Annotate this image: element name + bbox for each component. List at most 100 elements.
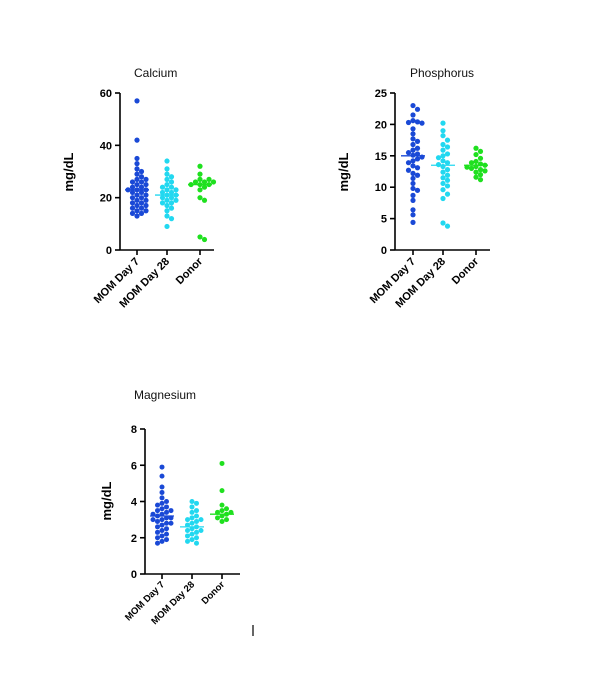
data-point	[159, 528, 165, 533]
data-point	[197, 171, 203, 177]
data-point	[164, 499, 169, 504]
data-point	[143, 176, 149, 182]
data-point	[444, 167, 451, 173]
data-point	[164, 171, 170, 177]
data-point	[155, 502, 160, 508]
data-point	[444, 177, 451, 183]
x-tick-label: Donor	[200, 579, 228, 607]
y-tick-label: 15	[375, 151, 387, 163]
data-point	[410, 207, 416, 213]
data-point	[164, 181, 170, 188]
data-point	[215, 515, 220, 521]
data-point	[129, 189, 136, 196]
data-point	[189, 499, 195, 504]
data-point	[198, 528, 204, 533]
data-point	[189, 531, 195, 537]
y-tick-label: 60	[100, 88, 112, 100]
data-point	[440, 169, 446, 175]
data-point	[138, 210, 145, 216]
chart-title: Phosphorus	[410, 66, 474, 80]
data-point	[138, 195, 145, 201]
data-point	[405, 167, 412, 173]
data-point	[224, 517, 229, 523]
data-point	[168, 200, 175, 206]
data-point	[168, 216, 175, 222]
data-point	[168, 508, 174, 514]
data-point	[444, 223, 451, 229]
data-point	[164, 537, 169, 543]
y-tick-label: 25	[375, 88, 387, 100]
data-point	[197, 187, 203, 193]
data-point	[219, 502, 225, 508]
data-point	[194, 513, 199, 519]
data-point	[155, 524, 160, 530]
data-point	[440, 153, 446, 159]
y-tick-label: 8	[131, 424, 137, 436]
data-point	[155, 518, 160, 524]
y-tick-label: 20	[100, 193, 112, 205]
data-point	[134, 98, 140, 104]
data-point	[164, 504, 169, 510]
y-axis-label: mg/dL	[99, 481, 114, 520]
data-point	[159, 464, 165, 470]
data-point	[159, 500, 165, 506]
data-point	[414, 138, 421, 144]
data-point	[440, 180, 446, 187]
data-point	[410, 126, 416, 132]
data-point	[194, 535, 199, 541]
y-tick-label: 5	[381, 214, 387, 226]
data-point	[164, 509, 169, 515]
data-point	[159, 506, 165, 512]
data-point	[194, 540, 199, 546]
data-point	[440, 187, 446, 193]
data-point	[159, 517, 165, 523]
data-point	[159, 538, 165, 544]
data-point	[440, 120, 446, 126]
data-point	[168, 205, 175, 211]
data-point	[159, 184, 166, 190]
data-point	[164, 531, 169, 537]
data-point	[477, 172, 484, 178]
data-point	[444, 137, 451, 143]
y-tick-label: 6	[131, 460, 137, 472]
data-point	[444, 183, 451, 189]
data-point	[440, 220, 446, 226]
y-axis-label: mg/dL	[336, 152, 351, 191]
data-point	[194, 500, 199, 506]
data-point	[164, 526, 169, 532]
data-point	[482, 168, 488, 174]
data-point	[197, 176, 203, 182]
data-point	[219, 460, 225, 466]
data-point	[219, 518, 225, 524]
data-point	[138, 200, 145, 206]
data-point	[159, 195, 166, 201]
data-point	[473, 169, 479, 175]
data-point	[473, 174, 479, 180]
data-point	[164, 202, 170, 209]
data-point	[219, 508, 225, 514]
data-point	[185, 538, 190, 544]
data-point	[410, 185, 416, 192]
data-point	[159, 484, 165, 490]
data-point	[468, 165, 475, 171]
data-point	[168, 195, 175, 201]
data-point	[138, 189, 145, 196]
data-point	[134, 137, 140, 143]
y-tick-label: 0	[381, 245, 387, 257]
data-point	[405, 119, 412, 126]
data-point	[201, 236, 208, 243]
chart-title: Magnesium	[134, 388, 196, 402]
data-point	[129, 205, 136, 211]
data-point	[185, 533, 190, 539]
data-point	[138, 174, 145, 180]
data-point	[444, 144, 451, 150]
data-point	[444, 151, 451, 157]
chart-title: Calcium	[134, 66, 177, 80]
data-point	[189, 509, 195, 515]
data-point	[138, 168, 145, 175]
data-point	[189, 537, 195, 543]
data-point	[168, 189, 175, 196]
data-point	[414, 187, 421, 193]
data-point	[129, 184, 136, 190]
